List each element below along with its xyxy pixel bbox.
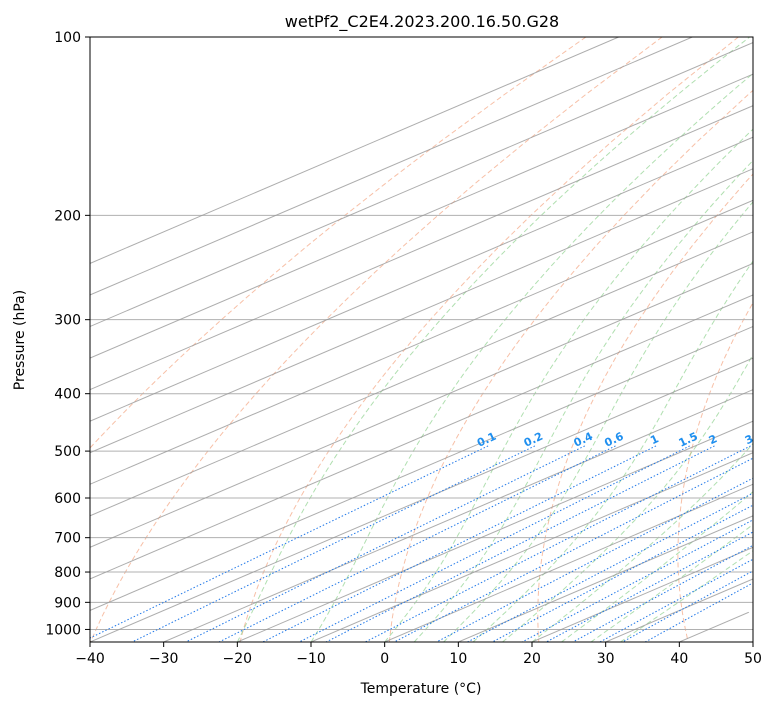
- mixing-ratio-line: [546, 531, 753, 642]
- isotherm: [752, 641, 753, 642]
- chart-title: wetPf2_C2E4.2023.200.16.50.G28: [285, 12, 559, 32]
- mixing-ratio-line: [218, 445, 616, 642]
- mixing-ratio-label: 1: [648, 432, 660, 447]
- moist-adiabat: [531, 442, 753, 642]
- isotherm: [90, 136, 753, 422]
- y-tick-label: 100: [54, 30, 81, 46]
- x-tick-label: 0: [380, 651, 389, 667]
- isotherm-label-bg: [765, 557, 775, 580]
- isotherm: [90, 231, 753, 517]
- x-tick-label: 30: [597, 651, 615, 667]
- isotherm: [237, 420, 753, 642]
- isotherm: [163, 389, 753, 642]
- mixing-ratio-label: 3: [743, 432, 755, 447]
- x-axis-label: Temperature (°C): [360, 681, 482, 697]
- y-tick-label: 400: [54, 387, 81, 403]
- mixing-ratio-label: 0.1: [475, 430, 498, 450]
- isotherm: [90, 73, 753, 359]
- mixing-ratio-label: 2: [707, 432, 719, 447]
- dry-adiabat: [90, 37, 663, 642]
- mixing-ratio-line: [521, 519, 753, 642]
- y-tick-label: 700: [54, 531, 81, 547]
- mixing-ratio-line: [90, 445, 489, 639]
- moist-adiabat: [443, 201, 753, 642]
- moist-adiabats: [236, 37, 753, 642]
- mixing-ratio-label: 0.4: [572, 430, 595, 450]
- y-tick-label: 300: [54, 313, 81, 329]
- mixing-ratio-line: [436, 477, 753, 642]
- x-tick-label: 50: [744, 651, 762, 667]
- isotherm-label-bg: [746, 595, 753, 619]
- y-tick-label: 1000: [45, 622, 81, 638]
- isotherm: [90, 357, 753, 642]
- dry-adiabats: [90, 37, 753, 642]
- isotherm: [310, 452, 753, 642]
- mixing-ratio-line: [393, 457, 753, 642]
- isotherm: [90, 105, 753, 391]
- mixing-ratio-line: [492, 504, 753, 642]
- dry-adiabat: [677, 301, 753, 642]
- isotherm: [90, 199, 753, 485]
- mixing-ratio-line: [185, 445, 586, 642]
- pressure-gridlines: [90, 37, 753, 630]
- mixing-ratio-line: [365, 445, 751, 642]
- y-tick-label: 900: [54, 595, 81, 611]
- x-tick-label: 10: [449, 651, 467, 667]
- mixing-ratio-lines: [90, 445, 753, 642]
- moist-adiabat: [590, 523, 753, 642]
- isotherm: [90, 294, 753, 580]
- mixing-ratio-label: 4: [769, 432, 775, 447]
- mixing-ratio-labels: 0.10.20.40.611.52346810131620253036: [475, 430, 775, 450]
- y-tick-label: 800: [54, 565, 81, 581]
- moist-adiabat: [384, 128, 753, 642]
- isotherm-label: 30: [767, 559, 775, 579]
- x-tick-label: 40: [670, 651, 688, 667]
- mixing-ratio-line: [599, 558, 753, 642]
- y-tick-label: 500: [54, 444, 81, 460]
- mixing-ratio-line: [131, 445, 536, 642]
- x-tick-label: 20: [523, 651, 541, 667]
- isotherms: [90, 37, 753, 642]
- x-tick-label: −40: [75, 651, 105, 667]
- moist-adiabat: [472, 260, 753, 642]
- mixing-ratio-line: [298, 445, 690, 642]
- isotherm: [90, 37, 619, 264]
- isotherm-label: 40: [749, 598, 769, 618]
- isotherm: [90, 168, 753, 454]
- dry-adiabat: [239, 37, 739, 642]
- mixing-ratio-line: [644, 582, 753, 642]
- moist-adiabat: [236, 37, 750, 642]
- mixing-ratio-line: [325, 445, 715, 642]
- y-axis-label: Pressure (hPa): [12, 290, 28, 390]
- isotherm: [531, 546, 753, 642]
- isotherm: [384, 483, 753, 642]
- dry-adiabat: [90, 37, 587, 449]
- x-tick-label: −10: [296, 651, 326, 667]
- moist-adiabat: [502, 353, 753, 642]
- moist-adiabat: [413, 159, 753, 642]
- y-tick-label: 600: [54, 491, 81, 507]
- x-axis-ticks: −40 −30 −20 −10 0 10 20 30 40 50: [75, 642, 762, 667]
- isotherm: [90, 37, 693, 296]
- moist-adiabat: [620, 550, 753, 642]
- y-axis-ticks: 100 200 300 400 500 600 700 800 900 1000: [45, 30, 90, 638]
- isotherm: [90, 42, 753, 328]
- plot-area: -100-90-80-70-60-50-40-30-20-10010203040…: [90, 37, 775, 642]
- isotherm: [679, 609, 753, 642]
- isotherm: [90, 262, 753, 548]
- mixing-ratio-label: 0.6: [602, 430, 625, 450]
- x-tick-label: −20: [223, 651, 253, 667]
- isotherm: [90, 325, 753, 611]
- mixing-ratio-line: [467, 492, 753, 642]
- y-tick-label: 200: [54, 208, 81, 224]
- mixing-ratio-label: 0.2: [522, 430, 545, 450]
- mixing-ratio-line: [262, 445, 657, 642]
- dry-adiabat: [537, 173, 753, 642]
- x-tick-label: −30: [149, 651, 179, 667]
- plot-frame: [89, 36, 754, 643]
- isotherm: [458, 515, 753, 642]
